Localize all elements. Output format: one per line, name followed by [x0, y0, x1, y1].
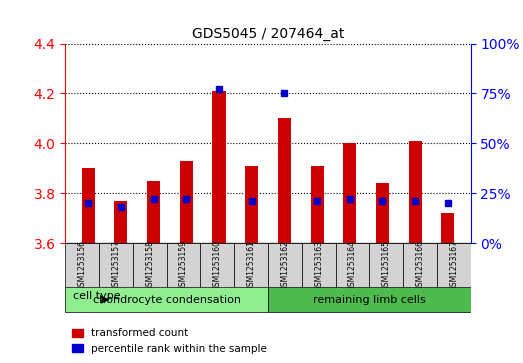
FancyBboxPatch shape [268, 287, 471, 312]
FancyBboxPatch shape [403, 243, 437, 287]
Bar [180, 161, 193, 243]
Legend: transformed count, percentile rank within the sample: transformed count, percentile rank withi… [68, 324, 271, 358]
Title: GDS5045 / 207464_at: GDS5045 / 207464_at [192, 27, 344, 41]
Text: GSM1253157: GSM1253157 [111, 240, 120, 291]
FancyBboxPatch shape [437, 243, 471, 287]
FancyBboxPatch shape [167, 243, 200, 287]
FancyBboxPatch shape [133, 243, 167, 287]
FancyBboxPatch shape [369, 243, 403, 287]
Text: GSM1253158: GSM1253158 [145, 240, 154, 291]
Text: GSM1253166: GSM1253166 [416, 240, 425, 291]
Bar [376, 183, 389, 243]
Text: GSM1253165: GSM1253165 [382, 240, 391, 291]
Text: GSM1253161: GSM1253161 [247, 240, 256, 291]
FancyBboxPatch shape [65, 287, 268, 312]
FancyBboxPatch shape [200, 243, 234, 287]
Bar [82, 168, 95, 243]
Text: GSM1253167: GSM1253167 [449, 240, 458, 291]
Text: remaining limb cells: remaining limb cells [313, 295, 426, 305]
Bar [408, 141, 422, 243]
Text: GSM1253156: GSM1253156 [78, 240, 87, 291]
Bar [311, 166, 324, 243]
Text: cell type: cell type [73, 291, 121, 301]
FancyBboxPatch shape [99, 243, 133, 287]
Text: GSM1253164: GSM1253164 [348, 240, 357, 291]
FancyBboxPatch shape [234, 243, 268, 287]
Text: GSM1253162: GSM1253162 [280, 240, 289, 291]
Bar [441, 213, 454, 243]
Text: chondrocyte condensation: chondrocyte condensation [93, 295, 241, 305]
FancyBboxPatch shape [65, 243, 99, 287]
FancyBboxPatch shape [302, 243, 336, 287]
Bar [115, 201, 128, 243]
FancyBboxPatch shape [336, 243, 369, 287]
Bar [245, 166, 258, 243]
Bar [212, 91, 225, 243]
Text: GSM1253163: GSM1253163 [314, 240, 323, 291]
Bar [147, 181, 160, 243]
Bar [343, 143, 356, 243]
FancyBboxPatch shape [268, 243, 302, 287]
Text: GSM1253159: GSM1253159 [179, 240, 188, 291]
Text: GSM1253160: GSM1253160 [213, 240, 222, 291]
Bar [278, 118, 291, 243]
